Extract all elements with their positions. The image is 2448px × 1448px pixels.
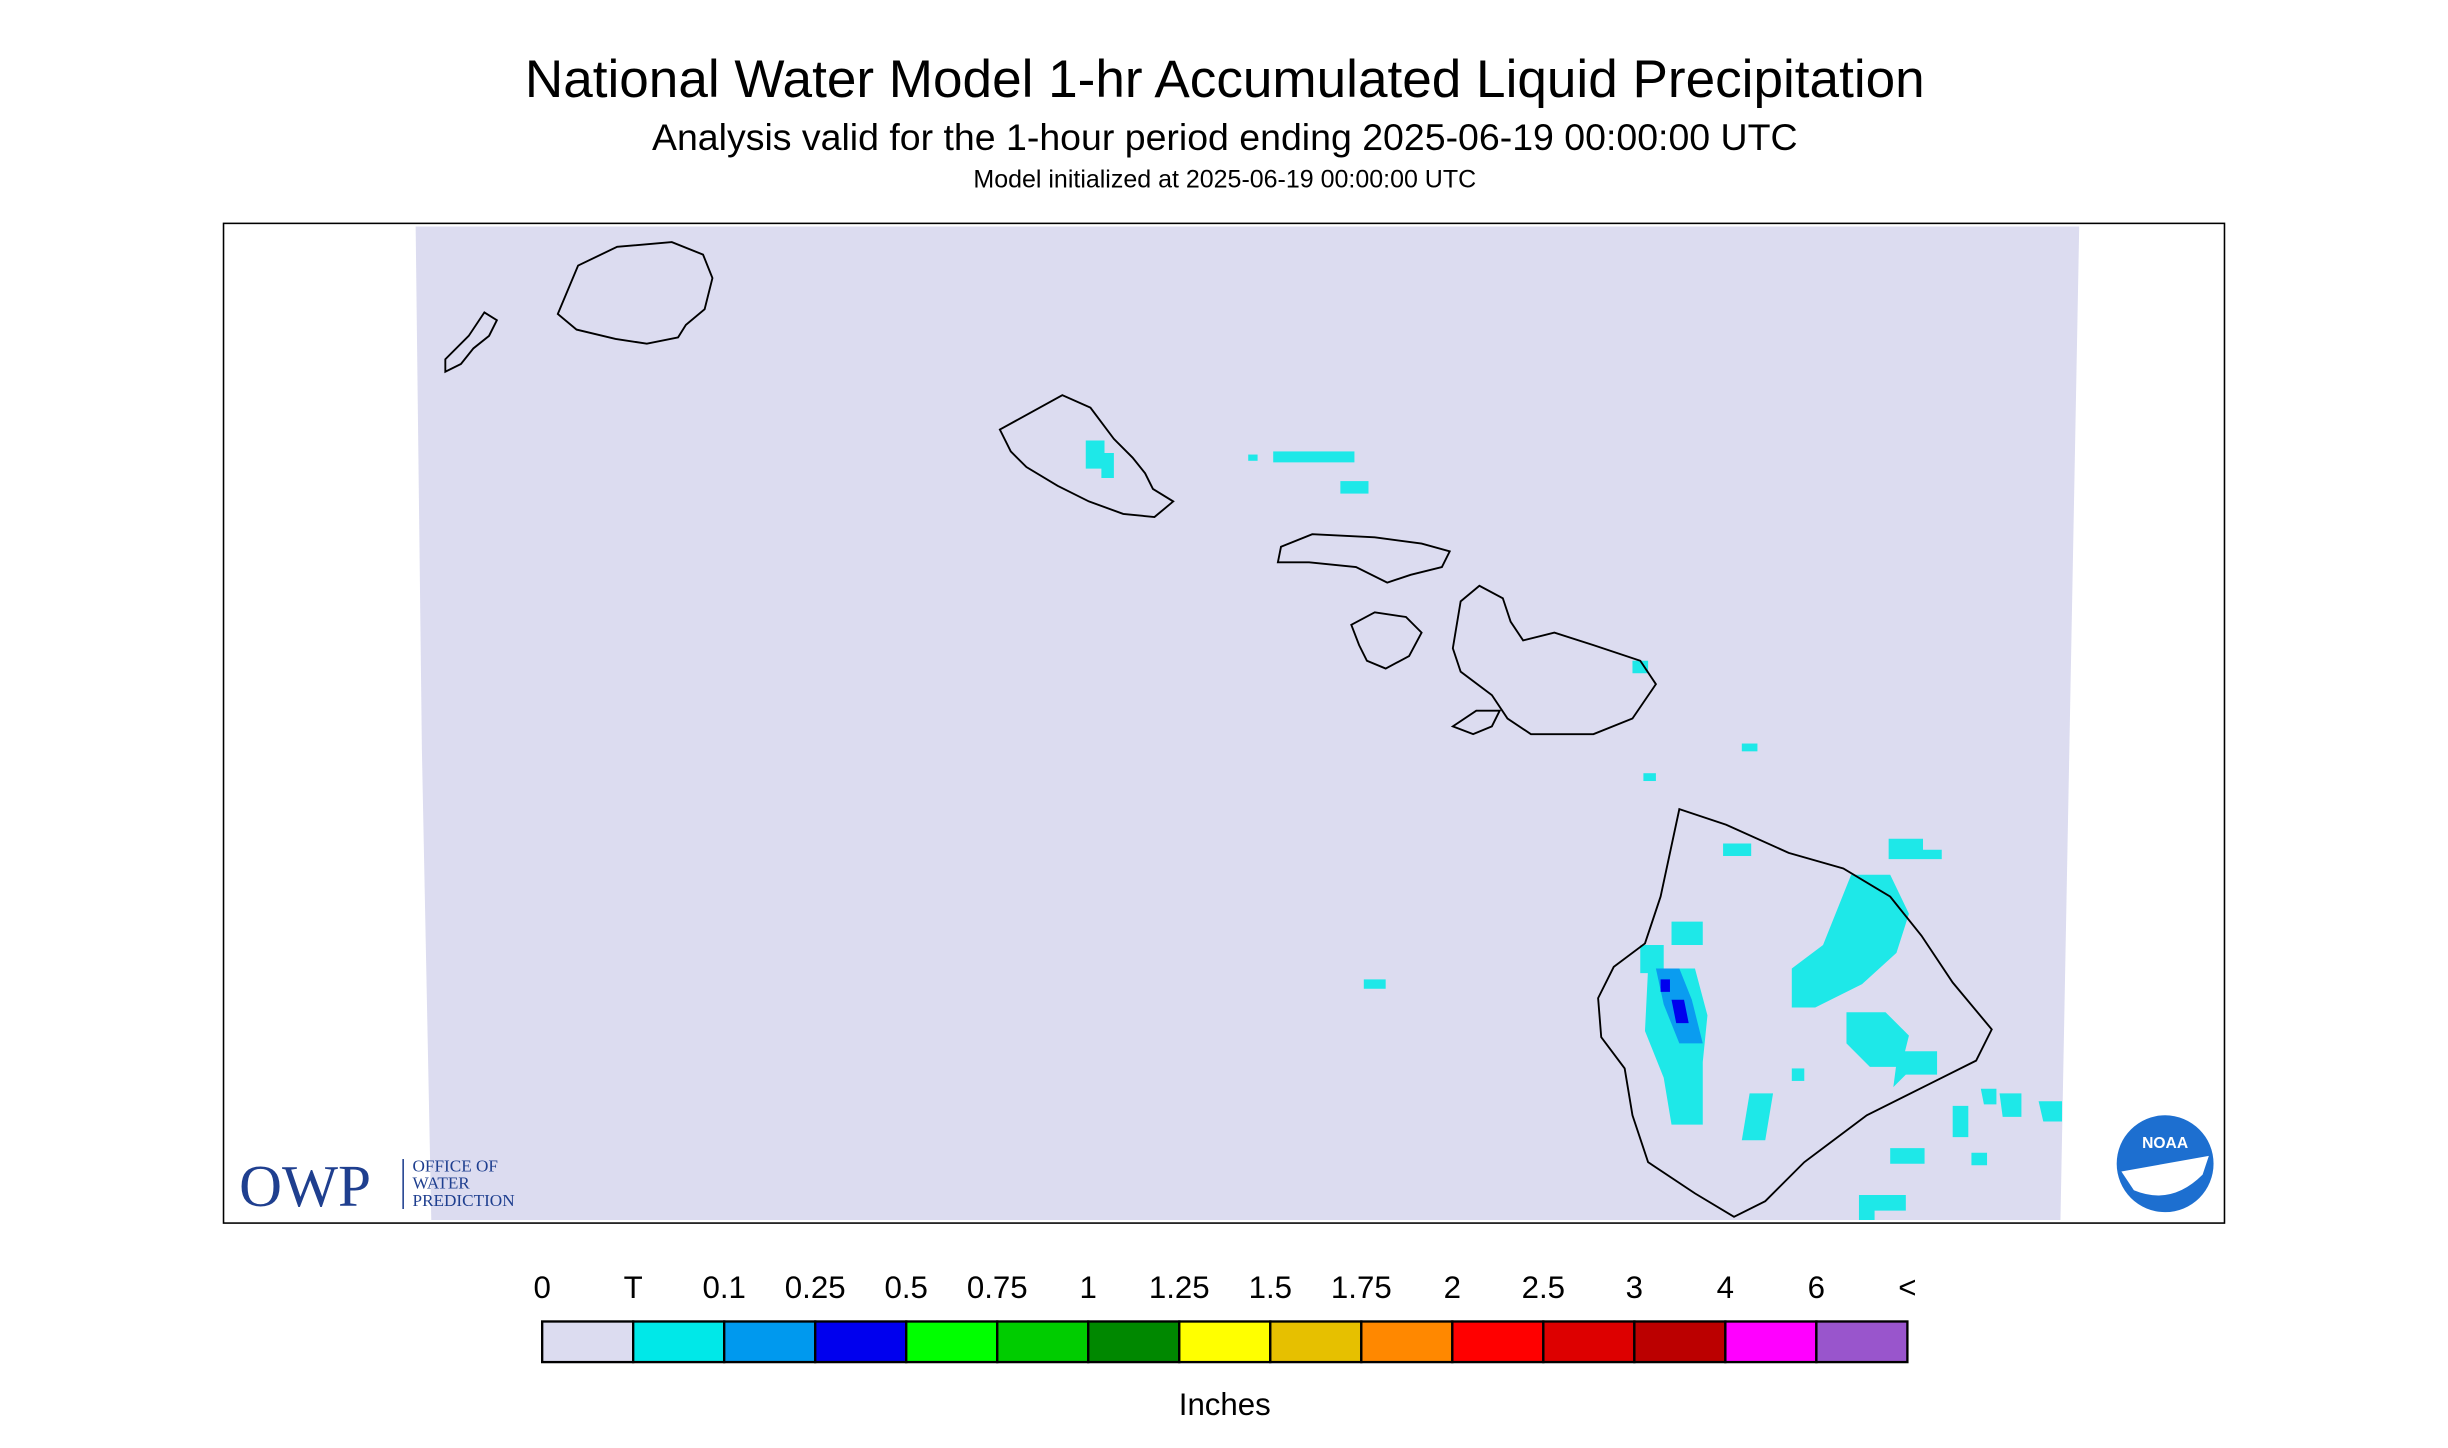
legend-label: T: [624, 1270, 643, 1305]
legend-swatch: [1269, 1320, 1363, 1364]
init-time: Model initialized at 2025-06-19 00:00:00…: [973, 165, 1476, 193]
legend-swatch: [1360, 1320, 1454, 1364]
noaa-logo: NOAA: [2142, 1135, 2188, 1152]
map: OWP OFFICE OF WATER PREDICTION NOAA: [222, 222, 2226, 1224]
legend-label: 1.75: [1331, 1270, 1392, 1305]
legend-label: 1.25: [1149, 1270, 1210, 1305]
legend-label: 2: [1444, 1270, 1461, 1305]
legend-swatch: [1724, 1320, 1818, 1364]
legend-label: 0.1: [702, 1270, 745, 1305]
islands: [444, 241, 1993, 1218]
legend-label: <: [1898, 1270, 1916, 1305]
subtitle: Analysis valid for the 1-hour period end…: [652, 116, 1798, 158]
legend-label: 6: [1808, 1270, 1825, 1305]
precip: [1085, 440, 2063, 1220]
legend-swatch: [541, 1320, 635, 1364]
legend-swatch: [723, 1320, 817, 1364]
legend-swatch: [996, 1320, 1090, 1364]
legend-swatch: [1633, 1320, 1727, 1364]
legend-unit: Inches: [1179, 1387, 1271, 1422]
legend-swatch: [632, 1320, 726, 1364]
legend-label: 0.5: [885, 1270, 928, 1305]
legend-swatch: [1815, 1320, 1909, 1364]
owp-logo: OWP: [239, 1153, 371, 1219]
legend-swatch: [814, 1320, 908, 1364]
legend-label: 0.25: [785, 1270, 846, 1305]
legend-swatch: [1087, 1320, 1181, 1364]
legend-label: 0.75: [967, 1270, 1028, 1305]
legend-label: 1: [1080, 1270, 1097, 1305]
title: National Water Model 1-hr Accumulated Li…: [525, 50, 1925, 109]
legend: 0 T 0.1 0.25 0.5 0.75 1 1.25 1.5 1.75 2 2.5 3 4 6 <: [533, 1270, 1917, 1364]
legend-swatch: [905, 1320, 999, 1364]
legend-label: 4: [1717, 1270, 1734, 1305]
legend-swatch: [1178, 1320, 1272, 1364]
owp-line: PREDICTION: [413, 1191, 515, 1210]
owp-line: WATER: [413, 1174, 471, 1193]
legend-label: 0: [533, 1270, 550, 1305]
legend-label: 3: [1626, 1270, 1643, 1305]
owp-line: OFFICE OF: [413, 1157, 498, 1176]
legend-label: 1.5: [1249, 1270, 1292, 1305]
legend-swatch: [1542, 1320, 1636, 1364]
legend-label: 2.5: [1522, 1270, 1565, 1305]
legend-swatch: [1451, 1320, 1545, 1364]
